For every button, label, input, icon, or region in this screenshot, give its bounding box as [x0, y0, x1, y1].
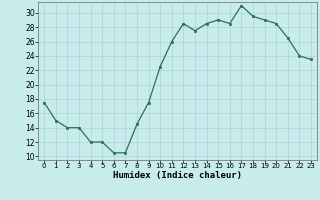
X-axis label: Humidex (Indice chaleur): Humidex (Indice chaleur) — [113, 171, 242, 180]
